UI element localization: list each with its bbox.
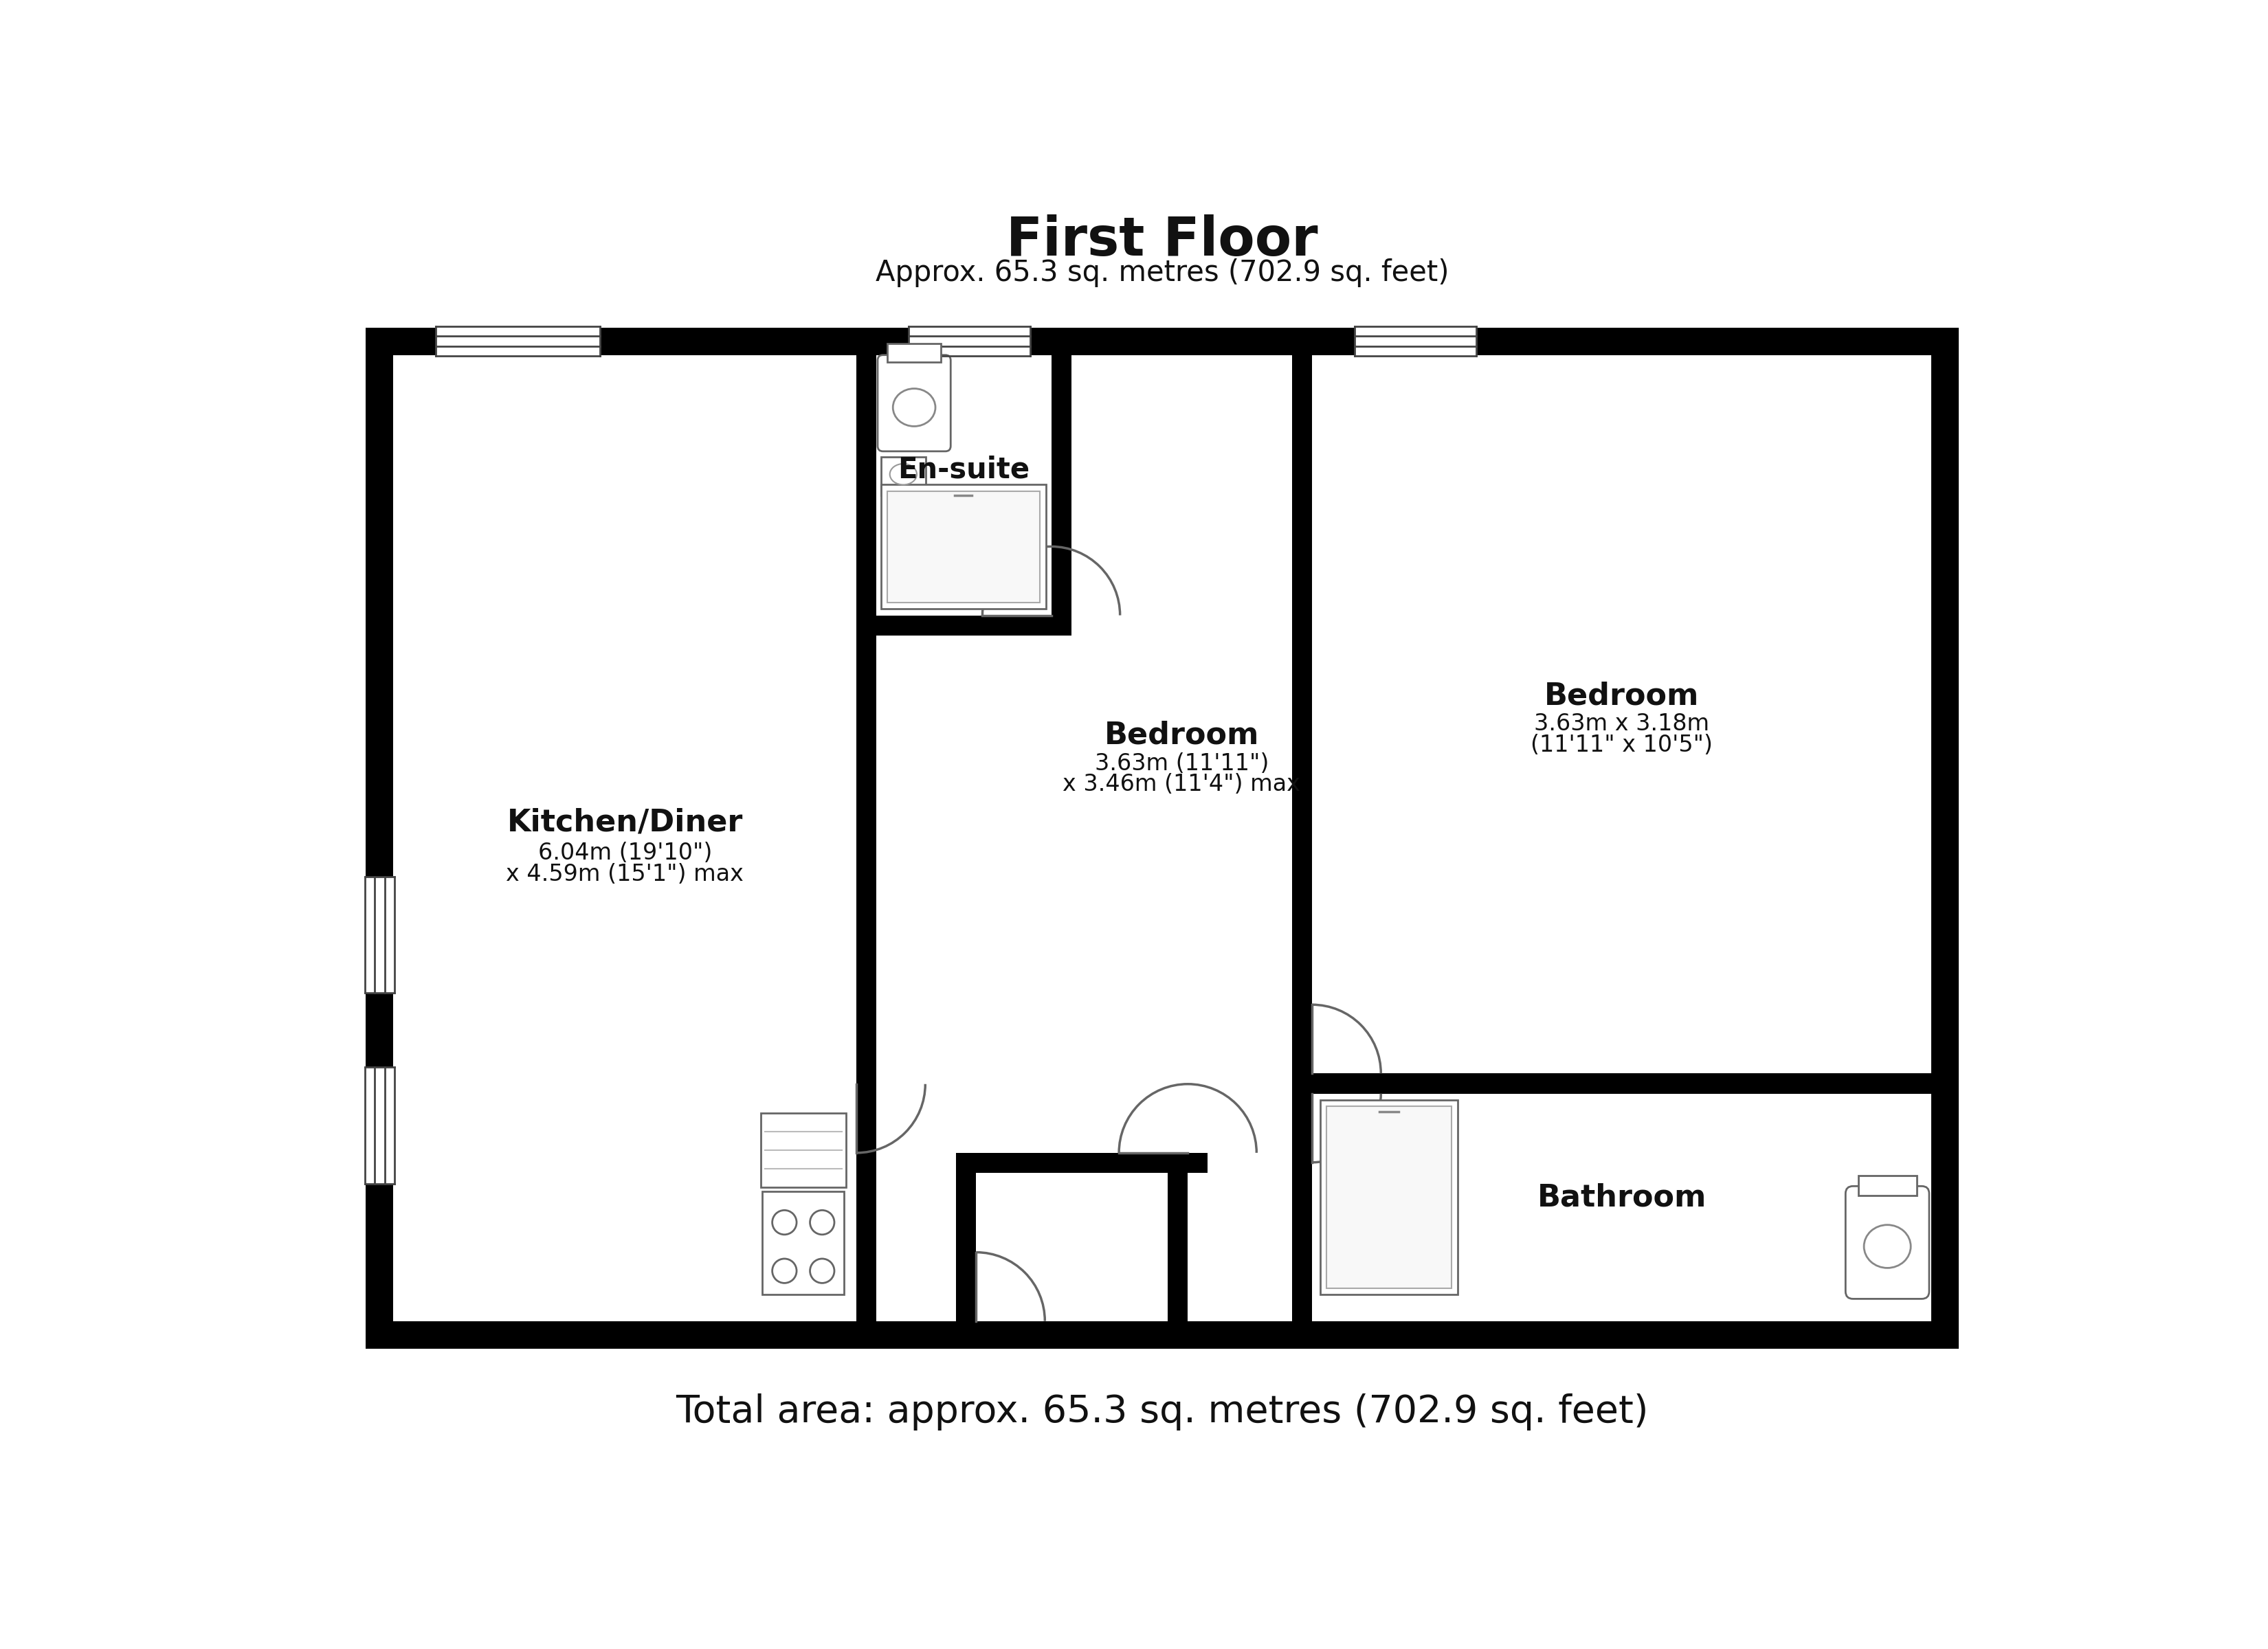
Bar — [1050, 355, 1070, 635]
Text: 3.63m (11'11"): 3.63m (11'11") — [1095, 752, 1268, 775]
Bar — [1320, 1100, 1458, 1294]
Bar — [887, 343, 941, 361]
Ellipse shape — [889, 463, 916, 485]
Bar — [365, 328, 1960, 355]
Bar — [880, 457, 925, 495]
Text: Bedroom: Bedroom — [1105, 721, 1259, 750]
Bar — [887, 343, 941, 361]
Text: Bedroom: Bedroom — [1545, 681, 1699, 711]
Ellipse shape — [1864, 1225, 1910, 1268]
Bar — [1327, 1106, 1452, 1288]
Bar — [957, 1153, 1209, 1172]
Text: x 3.46m (11'4") max: x 3.46m (11'4") max — [1064, 773, 1300, 796]
Circle shape — [810, 1258, 835, 1283]
Bar — [365, 1067, 395, 1184]
Bar — [857, 355, 875, 1321]
Text: First Floor: First Floor — [1007, 214, 1318, 265]
Bar — [435, 327, 599, 356]
Text: x 4.59m (15'1") max: x 4.59m (15'1") max — [506, 862, 744, 886]
Bar — [907, 327, 1030, 356]
Bar — [857, 615, 1070, 635]
Text: Bathroom: Bathroom — [1538, 1182, 1706, 1212]
Circle shape — [771, 1258, 796, 1283]
Text: Kitchen/Diner: Kitchen/Diner — [508, 808, 744, 838]
Bar — [1293, 355, 1313, 1321]
Bar — [1168, 1172, 1188, 1321]
Text: Approx. 65.3 sq. metres (702.9 sq. feet): Approx. 65.3 sq. metres (702.9 sq. feet) — [875, 259, 1449, 287]
Text: Total area: approx. 65.3 sq. metres (702.9 sq. feet): Total area: approx. 65.3 sq. metres (702… — [676, 1393, 1649, 1431]
Bar — [1857, 1176, 1916, 1196]
Text: En-suite: En-suite — [898, 455, 1030, 483]
Bar — [1354, 327, 1476, 356]
Bar — [760, 1113, 846, 1187]
Circle shape — [771, 1210, 796, 1235]
Bar — [762, 1192, 844, 1294]
Ellipse shape — [894, 389, 934, 427]
Bar — [887, 491, 1039, 602]
FancyBboxPatch shape — [1846, 1186, 1930, 1299]
Text: 6.04m (19'10"): 6.04m (19'10") — [538, 841, 712, 864]
Bar — [365, 328, 392, 1349]
Circle shape — [810, 1210, 835, 1235]
Text: 3.63m x 3.18m: 3.63m x 3.18m — [1533, 712, 1710, 735]
Bar — [1857, 1176, 1916, 1196]
Bar — [1293, 1073, 1932, 1093]
Bar — [957, 1172, 975, 1321]
Bar — [365, 1321, 1960, 1349]
FancyBboxPatch shape — [878, 355, 950, 452]
Text: (11'11" x 10'5"): (11'11" x 10'5") — [1531, 734, 1712, 757]
Bar — [365, 877, 395, 993]
Bar — [880, 485, 1046, 608]
Bar — [1932, 328, 1960, 1349]
